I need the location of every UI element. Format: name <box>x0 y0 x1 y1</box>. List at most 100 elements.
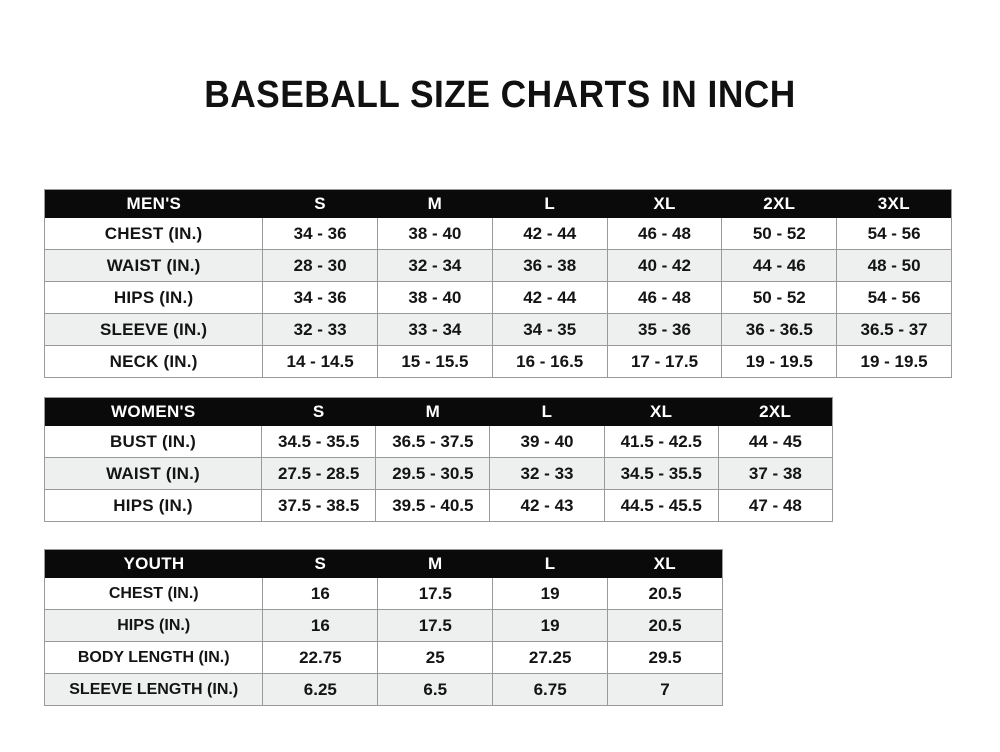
cell-value: 32 - 33 <box>262 313 378 346</box>
cell-value: 40 - 42 <box>606 249 723 282</box>
row-label: BUST (IN.) <box>44 426 263 458</box>
cell-value: 37 - 38 <box>717 457 833 490</box>
mens-header-xl: XL <box>607 189 722 218</box>
cell-value: 38 - 40 <box>377 218 493 250</box>
youth-size-table: YOUTH S M L XL CHEST (IN.) 16 17.5 19 20… <box>44 549 723 706</box>
mens-header-row: MEN'S S M L XL 2XL 3XL <box>44 189 952 218</box>
cell-value: 36 - 36.5 <box>721 313 838 346</box>
youth-table-head: YOUTH S M L XL <box>44 549 723 578</box>
cell-value: 16 - 16.5 <box>491 345 608 378</box>
page-title: BASEBALL SIZE CHARTS IN INCH <box>204 74 796 116</box>
youth-table-body: CHEST (IN.) 16 17.5 19 20.5 HIPS (IN.) 1… <box>44 578 723 706</box>
womens-header-xl: XL <box>604 397 719 426</box>
cell-value: 42 - 44 <box>491 218 608 250</box>
youth-header-m: M <box>377 549 493 578</box>
row-label: SLEEVE (IN.) <box>44 313 264 346</box>
table-row: NECK (IN.) 14 - 14.5 15 - 15.5 16 - 16.5… <box>44 345 952 378</box>
cell-value: 34 - 36 <box>262 281 378 314</box>
cell-value: 6.75 <box>492 673 609 706</box>
cell-value: 34.5 - 35.5 <box>603 457 719 490</box>
cell-value: 54 - 56 <box>836 218 952 250</box>
cell-value: 17.5 <box>377 609 494 642</box>
cell-value: 44 - 46 <box>721 249 838 282</box>
cell-value: 33 - 34 <box>377 313 493 346</box>
table-row: HIPS (IN.) 34 - 36 38 - 40 42 - 44 46 - … <box>44 281 952 314</box>
cell-value: 50 - 52 <box>721 281 838 314</box>
womens-header-s: S <box>261 397 376 426</box>
cell-value: 14 - 14.5 <box>262 345 378 378</box>
row-label: CHEST (IN.) <box>44 578 264 610</box>
table-row: SLEEVE (IN.) 32 - 33 33 - 34 34 - 35 35 … <box>44 313 952 346</box>
cell-value: 36.5 - 37 <box>836 313 952 346</box>
cell-value: 32 - 33 <box>489 457 605 490</box>
cell-value: 6.25 <box>262 673 379 706</box>
mens-table-body: CHEST (IN.) 34 - 36 38 - 40 42 - 44 46 -… <box>44 218 952 378</box>
table-row: BUST (IN.) 34.5 - 35.5 36.5 - 37.5 39 - … <box>44 426 833 458</box>
youth-header-s: S <box>262 549 378 578</box>
cell-value: 37.5 - 38.5 <box>261 489 377 522</box>
row-label: SLEEVE LENGTH (IN.) <box>44 673 264 706</box>
cell-value: 39 - 40 <box>489 426 605 458</box>
womens-table-body: BUST (IN.) 34.5 - 35.5 36.5 - 37.5 39 - … <box>44 426 833 522</box>
womens-header-category: WOMEN'S <box>44 397 262 426</box>
cell-value: 20.5 <box>607 578 723 610</box>
cell-value: 15 - 15.5 <box>377 345 493 378</box>
table-row: CHEST (IN.) 34 - 36 38 - 40 42 - 44 46 -… <box>44 218 952 250</box>
cell-value: 27.5 - 28.5 <box>261 457 377 490</box>
row-label: WAIST (IN.) <box>44 457 263 490</box>
table-row: SLEEVE LENGTH (IN.) 6.25 6.5 6.75 7 <box>44 673 723 706</box>
womens-header-l: L <box>489 397 605 426</box>
table-row: BODY LENGTH (IN.) 22.75 25 27.25 29.5 <box>44 641 723 674</box>
cell-value: 39.5 - 40.5 <box>375 489 491 522</box>
cell-value: 50 - 52 <box>721 218 838 250</box>
cell-value: 16 <box>262 609 379 642</box>
cell-value: 29.5 <box>607 641 723 674</box>
row-label: HIPS (IN.) <box>44 489 263 522</box>
cell-value: 17 - 17.5 <box>606 345 723 378</box>
cell-value: 6.5 <box>377 673 494 706</box>
cell-value: 19 <box>492 609 609 642</box>
cell-value: 46 - 48 <box>606 281 723 314</box>
mens-header-l: L <box>492 189 608 218</box>
table-row: WAIST (IN.) 27.5 - 28.5 29.5 - 30.5 32 -… <box>44 457 833 490</box>
womens-header-m: M <box>375 397 490 426</box>
mens-header-2xl: 2XL <box>721 189 837 218</box>
youth-header-l: L <box>492 549 608 578</box>
mens-header-3xl: 3XL <box>836 189 952 218</box>
cell-value: 22.75 <box>262 641 379 674</box>
youth-header-xl: XL <box>607 549 723 578</box>
mens-header-s: S <box>262 189 378 218</box>
table-row: CHEST (IN.) 16 17.5 19 20.5 <box>44 578 723 610</box>
cell-value: 19 - 19.5 <box>836 345 952 378</box>
cell-value: 42 - 44 <box>491 281 608 314</box>
cell-value: 28 - 30 <box>262 249 378 282</box>
table-row: HIPS (IN.) 37.5 - 38.5 39.5 - 40.5 42 - … <box>44 489 833 522</box>
mens-header-m: M <box>377 189 493 218</box>
table-row: HIPS (IN.) 16 17.5 19 20.5 <box>44 609 723 642</box>
womens-table-head: WOMEN'S S M L XL 2XL <box>44 397 833 426</box>
womens-size-table: WOMEN'S S M L XL 2XL BUST (IN.) 34.5 - 3… <box>44 397 833 522</box>
cell-value: 47 - 48 <box>717 489 833 522</box>
mens-table-head: MEN'S S M L XL 2XL 3XL <box>44 189 952 218</box>
cell-value: 36.5 - 37.5 <box>375 426 491 458</box>
row-label: NECK (IN.) <box>44 345 264 378</box>
youth-header-category: YOUTH <box>44 549 263 578</box>
cell-value: 34.5 - 35.5 <box>261 426 377 458</box>
cell-value: 17.5 <box>377 578 494 610</box>
cell-value: 42 - 43 <box>489 489 605 522</box>
cell-value: 19 - 19.5 <box>721 345 838 378</box>
cell-value: 38 - 40 <box>377 281 493 314</box>
table-row: WAIST (IN.) 28 - 30 32 - 34 36 - 38 40 -… <box>44 249 952 282</box>
cell-value: 20.5 <box>607 609 723 642</box>
womens-header-2xl: 2XL <box>718 397 833 426</box>
mens-header-category: MEN'S <box>44 189 263 218</box>
cell-value: 35 - 36 <box>606 313 723 346</box>
cell-value: 34 - 35 <box>491 313 608 346</box>
cell-value: 44 - 45 <box>717 426 833 458</box>
cell-value: 29.5 - 30.5 <box>375 457 491 490</box>
cell-value: 34 - 36 <box>262 218 378 250</box>
row-label: HIPS (IN.) <box>44 609 264 642</box>
cell-value: 27.25 <box>492 641 609 674</box>
row-label: WAIST (IN.) <box>44 249 264 282</box>
